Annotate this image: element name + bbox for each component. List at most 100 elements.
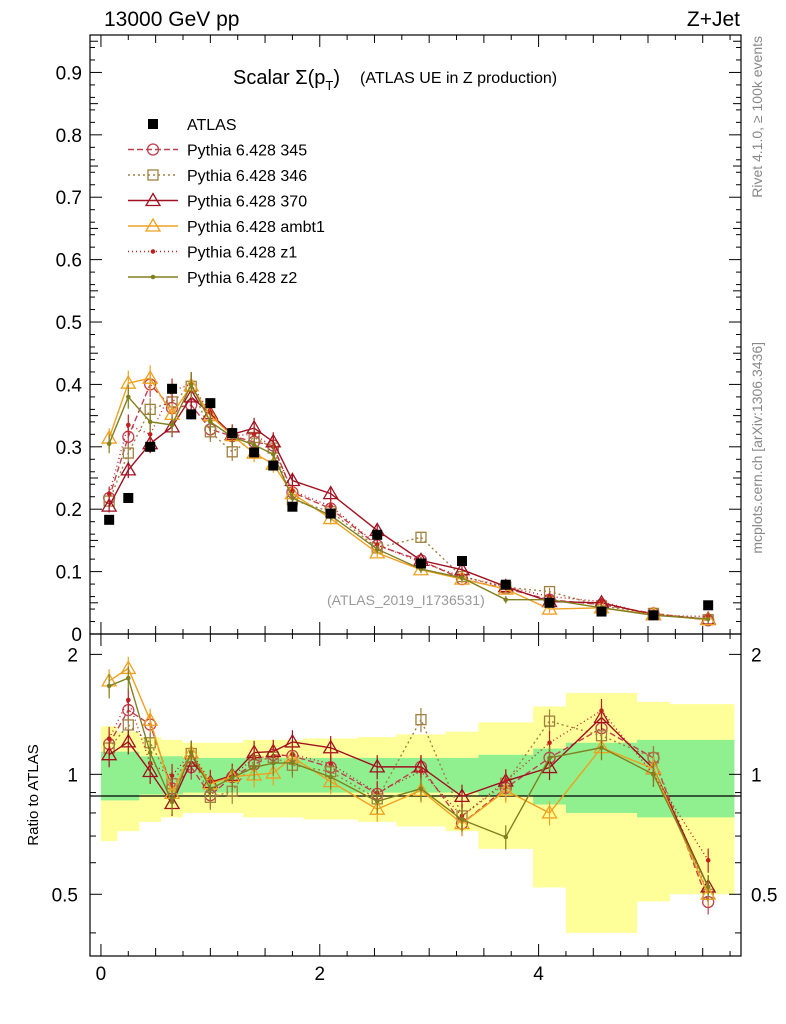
series-point — [106, 491, 112, 496]
series-line — [108, 383, 709, 621]
series-point — [125, 422, 131, 428]
atlas-data-point — [287, 501, 298, 512]
series-point — [599, 599, 604, 604]
series-point — [541, 600, 558, 615]
series-point — [120, 461, 137, 476]
ratio-point — [418, 768, 424, 774]
y-tick-label: 0.7 — [56, 188, 82, 209]
mcplots-label: mcplots.cern.ch [arXiv:1306.3436] — [749, 342, 765, 554]
y-tick-label: 0 — [71, 625, 82, 646]
ratio-panel-frame — [89, 633, 742, 957]
x-tick-label: 4 — [533, 964, 544, 985]
y-tick-label: 0.4 — [56, 375, 83, 396]
series-2 — [101, 385, 717, 625]
legend-label: Pythia 6.428 345 — [187, 143, 307, 160]
ratio-point — [547, 755, 552, 761]
atlas-data-point — [648, 610, 659, 621]
ratio-y-axis-label: Ratio to ATLAS — [25, 744, 42, 845]
y-tick-label: 0.5 — [56, 313, 82, 334]
series-5 — [106, 371, 711, 623]
series-point — [453, 570, 471, 585]
atlas-data-point — [104, 514, 115, 525]
atlas-data-point — [227, 428, 238, 439]
legend-marker — [150, 249, 156, 254]
ratio-point — [705, 857, 711, 863]
ratio-point — [369, 758, 386, 773]
atlas-data-point — [500, 579, 511, 590]
series-point — [125, 394, 131, 400]
series-line — [108, 395, 709, 620]
ratio-y-tick-label-left: 2 — [67, 645, 78, 666]
ratio-point — [599, 708, 604, 713]
atlas-data-point — [205, 398, 216, 409]
series-point — [412, 561, 430, 576]
ratio-panel-bands — [100, 692, 735, 933]
series-point — [142, 369, 159, 384]
atlas-data-point — [123, 492, 134, 503]
ratio-point — [125, 697, 131, 703]
ratio-point — [101, 746, 118, 761]
ratio-point — [106, 683, 112, 689]
series-point — [374, 546, 380, 552]
series-point — [106, 441, 112, 446]
ratio-point — [459, 817, 465, 823]
atlas-data-point — [703, 600, 714, 611]
atlas-data-point — [544, 597, 555, 608]
series-point — [122, 447, 134, 459]
legend-label: Pythia 6.428 ambt1 — [187, 219, 325, 236]
ratio-y-tick-label-right: 0.5 — [751, 885, 777, 906]
atlas-data-point — [415, 558, 426, 569]
ratio-point — [265, 764, 282, 779]
main-panel-series — [101, 365, 717, 627]
rivet-version-label: Rivet 4.1.0, ≥ 100k events — [749, 36, 765, 198]
series-line — [108, 382, 709, 620]
series-point — [169, 422, 175, 428]
ratio-y-tick-label-right: 2 — [751, 645, 762, 666]
ratio-point — [169, 799, 175, 805]
series-point — [290, 495, 295, 501]
series-point — [188, 382, 194, 387]
ratio-point — [290, 760, 295, 766]
ratio-point — [208, 786, 213, 792]
ratio-point — [497, 782, 514, 797]
ratio-point — [543, 715, 556, 727]
y-tick-label: 0.9 — [56, 63, 82, 84]
ratio-point — [705, 884, 711, 890]
legend-atlas-label: ATLAS — [187, 117, 237, 134]
ratio-y-tick-label-right: 1 — [751, 765, 762, 786]
ratio-point — [418, 786, 424, 791]
ratio-point — [169, 773, 175, 778]
ratio-point — [270, 760, 276, 766]
series-point — [503, 597, 509, 602]
atlas-data-point — [325, 508, 336, 519]
header-process-label: Z+Jet — [687, 8, 740, 31]
atlas-data-point — [145, 441, 156, 452]
ratio-point — [541, 804, 558, 819]
ratio-point — [251, 765, 257, 770]
legend-marker — [144, 192, 162, 207]
series-3 — [101, 365, 717, 626]
chart-title-sub: T — [325, 78, 333, 93]
y-tick-label: 0.1 — [56, 563, 82, 584]
legend-marker — [147, 169, 159, 181]
series-point — [251, 442, 257, 448]
ratio-y-tick-label-left: 0.5 — [52, 885, 78, 906]
ratio-point — [415, 713, 427, 726]
legend-atlas-marker — [148, 119, 158, 129]
legend-marker — [150, 274, 156, 280]
ratio-series-5 — [106, 666, 711, 900]
series-line — [108, 385, 709, 621]
y-tick-label: 0.6 — [56, 251, 82, 272]
series-point — [459, 575, 465, 581]
series-point — [705, 616, 711, 622]
ratio-point — [374, 799, 380, 804]
ratio-point — [142, 711, 159, 726]
atlas-data-point — [372, 529, 383, 540]
series-point — [415, 531, 427, 543]
ratio-point — [245, 766, 263, 781]
ratio-point — [229, 775, 235, 780]
y-tick-label: 0.8 — [56, 126, 82, 147]
series-point — [208, 419, 213, 425]
series-point — [322, 485, 339, 500]
ratio-point — [125, 675, 131, 681]
